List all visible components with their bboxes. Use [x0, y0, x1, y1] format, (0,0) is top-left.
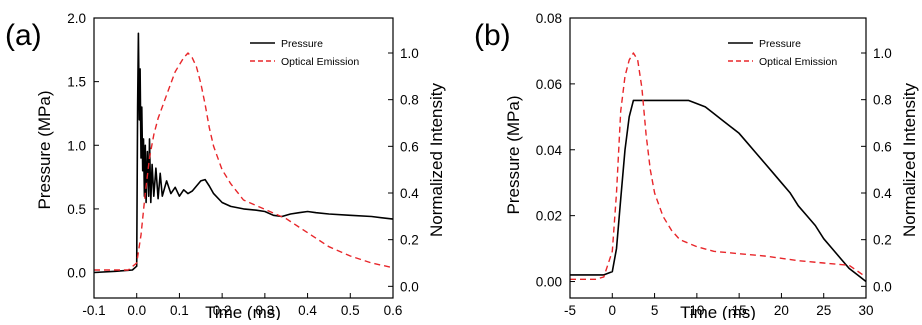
- plot-frame: [569, 17, 867, 299]
- x-tick-label: 0.4: [298, 303, 317, 318]
- y-axis-title: Pressure (MPa): [35, 90, 54, 209]
- x-axis-title: Time (ms): [205, 303, 281, 320]
- series-line-pressure: [93, 32, 394, 274]
- y2-tick-label: 1.0: [400, 46, 419, 61]
- y-tick-label: 0.04: [536, 143, 563, 158]
- y-tick-label: 1.0: [67, 138, 86, 153]
- x-tick-label: 0: [609, 303, 617, 318]
- series-line-optical-emission: [570, 52, 867, 280]
- y-tick-label: 0.0: [67, 266, 86, 281]
- legend-label-pressure: Pressure: [759, 38, 801, 50]
- x-tick-label: 0.0: [127, 303, 146, 318]
- panel-b: (b) Time (ms) Pressure (MPa) Normalized …: [474, 11, 919, 322]
- panel-label: (b): [474, 19, 511, 52]
- y2-tick-label: 0.2: [873, 233, 892, 248]
- x-tick-label: 0.6: [384, 303, 403, 318]
- x-tick-label: 25: [816, 303, 831, 318]
- y-tick-label: 1.5: [67, 75, 86, 90]
- x-tick-label: 0.5: [341, 303, 360, 318]
- x-tick-label: 15: [732, 303, 747, 318]
- x-tick-label: 10: [689, 303, 704, 318]
- y-tick-label: 0.02: [536, 209, 562, 224]
- x-tick-label: -5: [564, 303, 576, 318]
- y-tick-label: 2.0: [67, 11, 86, 26]
- x-tick-label: 0.1: [170, 303, 189, 318]
- y-tick-label: 0.06: [536, 77, 562, 92]
- y2-tick-label: 0.4: [400, 186, 419, 201]
- legend: Pressure Optical Emission: [250, 38, 359, 68]
- legend: Pressure Optical Emission: [728, 38, 837, 68]
- panel-label: (a): [5, 19, 42, 52]
- x-tick-label: 0.2: [213, 303, 232, 318]
- legend-label-pressure: Pressure: [281, 38, 323, 50]
- y2-tick-label: 0.2: [400, 233, 419, 248]
- y2-tick-label: 0.8: [400, 93, 419, 108]
- panel-a: (a) Time (ms) Pressure (MPa) Normalized …: [5, 11, 446, 322]
- series-line-optical-emission: [94, 52, 394, 271]
- legend-label-optical-emission: Optical Emission: [281, 56, 359, 68]
- plot-frame: [93, 17, 394, 299]
- y2-axis-title: Normalized Intensity: [900, 83, 919, 238]
- y-tick-label: 0.5: [67, 202, 86, 217]
- x-axis-title: Time (ms): [680, 303, 756, 320]
- y2-tick-label: 1.0: [873, 46, 892, 61]
- y-axis-title: Pressure (MPa): [504, 95, 523, 214]
- series-line-pressure: [570, 99, 867, 283]
- legend-label-optical-emission: Optical Emission: [759, 56, 837, 68]
- y-tick-label: 0.08: [536, 11, 562, 26]
- y2-axis-title: Normalized Intensity: [427, 83, 446, 238]
- y2-tick-label: 0.0: [400, 279, 419, 294]
- x-tick-label: 20: [774, 303, 789, 318]
- y2-tick-label: 0.6: [873, 139, 892, 154]
- x-tick-label: -0.1: [82, 303, 105, 318]
- y2-tick-label: 0.6: [400, 139, 419, 154]
- y2-tick-label: 0.8: [873, 93, 892, 108]
- x-tick-label: 5: [651, 303, 659, 318]
- y2-tick-label: 0.4: [873, 186, 892, 201]
- x-tick-label: 30: [858, 303, 873, 318]
- y-tick-label: 0.00: [536, 275, 562, 290]
- x-tick-label: 0.3: [255, 303, 274, 318]
- y2-tick-label: 0.0: [873, 279, 892, 294]
